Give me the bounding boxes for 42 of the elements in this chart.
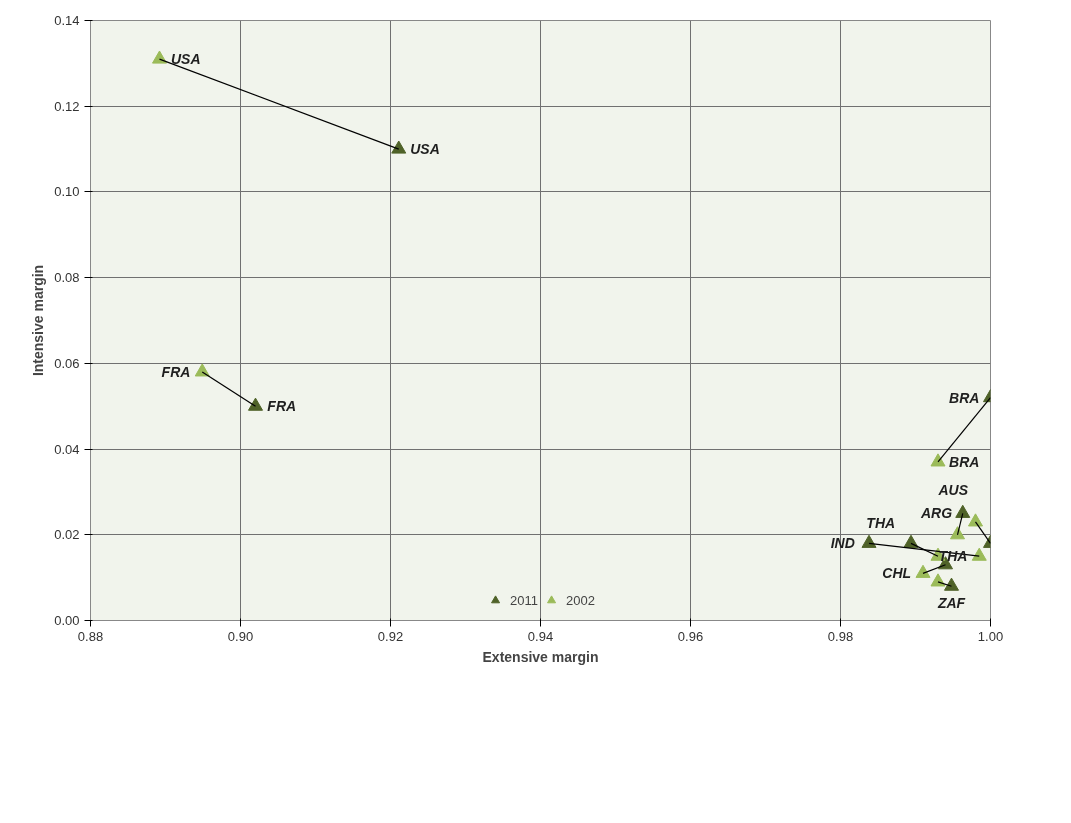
point [944,577,959,591]
point [968,513,983,527]
annotation: BRA [949,389,980,406]
y-tick-label: 0.04 [54,441,80,457]
x-tick-label: 0.90 [227,628,254,644]
legend-label: 2002 [566,592,595,608]
point [391,140,407,154]
point [861,534,877,548]
annotation: CHL [882,565,912,582]
y-tick-label: 0.12 [54,98,80,114]
legend-label: 2011 [510,592,539,608]
annotation: FRA [161,363,191,380]
y-tick-label: 0.00 [54,613,80,628]
annotation: AUS [937,481,969,498]
point [955,504,971,518]
annotation: FRA [267,398,297,415]
annotation: THA [866,515,896,532]
y-tick-label: 0.14 [54,13,80,28]
y-axis-title: Intensive margin [30,264,47,377]
point [915,564,931,578]
x-tick-label: 0.94 [527,628,554,644]
y-tick-label: 0.08 [54,270,80,286]
point [248,397,263,411]
point [152,50,167,64]
annotation: ZAF [936,595,966,612]
annotation: BRA [949,453,980,470]
annotation: USA [170,51,201,68]
point [930,573,946,587]
annotation: ARG [919,505,953,522]
point [930,453,946,467]
x-tick-label: 0.96 [677,628,704,644]
x-tick-label: 1.00 [977,628,1004,644]
y-tick-label: 0.02 [54,527,80,543]
point [194,363,210,377]
annotation: USA [410,141,440,158]
point [950,526,965,540]
x-tick-label: 0.88 [77,628,104,644]
x-axis-title: Extensive margin [482,648,599,665]
x-tick-label: 0.92 [377,628,404,644]
y-tick-label: 0.10 [54,184,80,200]
x-tick-label: 0.98 [827,628,854,644]
y-tick-label: 0.06 [54,355,80,371]
